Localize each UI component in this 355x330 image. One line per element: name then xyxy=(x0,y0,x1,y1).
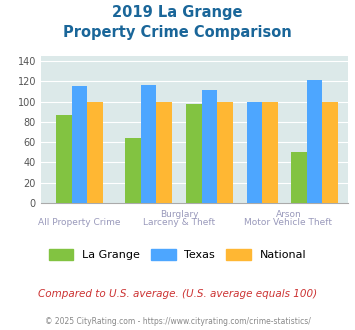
Bar xyxy=(202,89,217,203)
Bar xyxy=(72,86,87,203)
Text: Arson: Arson xyxy=(275,210,301,219)
Bar xyxy=(291,152,307,203)
Text: 2019 La Grange: 2019 La Grange xyxy=(112,5,243,20)
Bar xyxy=(322,102,338,203)
Text: © 2025 CityRating.com - https://www.cityrating.com/crime-statistics/: © 2025 CityRating.com - https://www.city… xyxy=(45,317,310,326)
Text: Larceny & Theft: Larceny & Theft xyxy=(143,218,215,227)
Text: All Property Crime: All Property Crime xyxy=(38,218,121,227)
Bar xyxy=(186,104,202,203)
Bar xyxy=(141,85,157,203)
Bar xyxy=(262,102,278,203)
Bar xyxy=(157,102,172,203)
Text: Motor Vehicle Theft: Motor Vehicle Theft xyxy=(245,218,332,227)
Text: Burglary: Burglary xyxy=(160,210,198,219)
Text: Property Crime Comparison: Property Crime Comparison xyxy=(63,25,292,40)
Bar xyxy=(125,138,141,203)
Bar xyxy=(56,115,72,203)
Bar xyxy=(87,102,103,203)
Legend: La Grange, Texas, National: La Grange, Texas, National xyxy=(49,249,306,260)
Bar xyxy=(217,102,233,203)
Text: Compared to U.S. average. (U.S. average equals 100): Compared to U.S. average. (U.S. average … xyxy=(38,289,317,299)
Bar xyxy=(307,81,322,203)
Bar xyxy=(247,102,262,203)
